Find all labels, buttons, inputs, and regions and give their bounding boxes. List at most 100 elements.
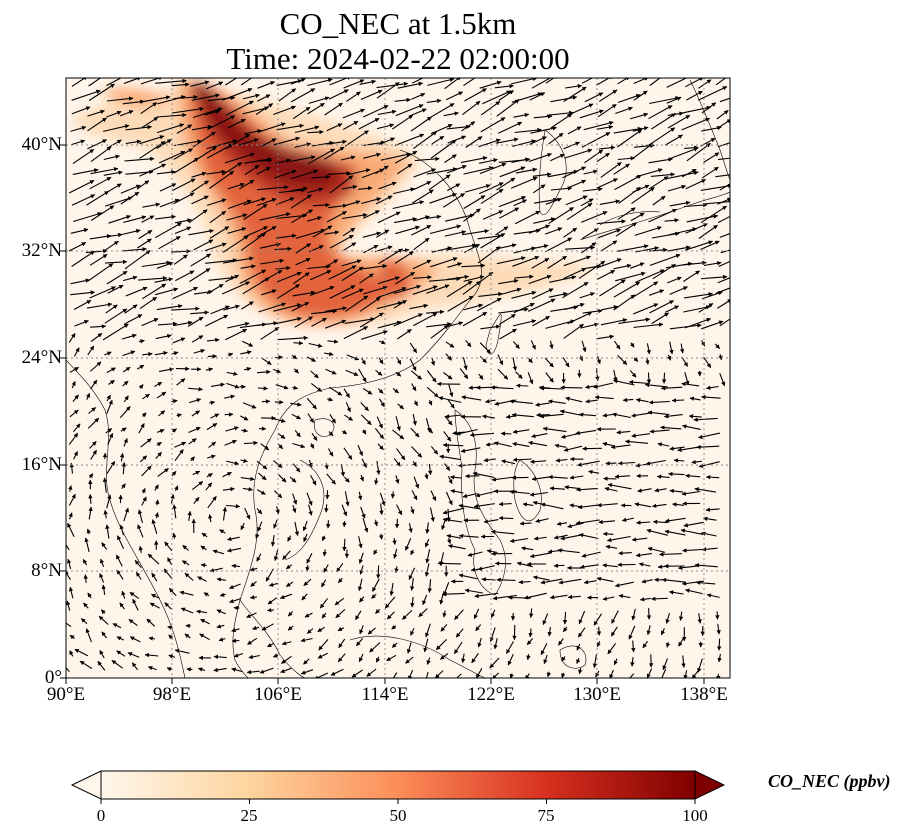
wind-arrow [463,303,484,311]
wind-arrow [226,321,250,329]
wind-arrow [259,242,282,249]
wind-arrow [482,90,512,105]
wind-arrow [634,226,662,236]
wind-arrow [560,385,583,390]
wind-arrow [104,196,133,207]
wind-arrow [629,370,637,378]
wind-arrow [430,324,449,339]
wind-arrow [410,370,422,380]
wind-arrow [446,280,473,298]
colorbar-tick: 25 [240,806,258,825]
y-tick-label: 32°N [21,240,62,261]
wind-arrow [478,138,501,148]
wind-arrow [329,285,356,299]
wind-arrow [138,339,145,344]
wind-arrow [679,343,685,354]
wind-arrow [549,275,577,283]
wind-arrow [158,150,186,164]
wind-arrow [631,143,654,160]
wind-arrow [74,320,89,327]
wind-arrow [596,334,615,340]
wind-arrow [602,531,614,537]
wind-arrow [413,400,418,407]
wind-arrow [463,208,481,222]
wind-arrow [257,386,269,391]
wind-arrow [464,184,491,193]
wind-arrow [720,249,730,254]
wind-arrow [259,258,285,265]
wind-arrow [600,240,618,252]
wind-arrow [581,228,599,240]
wind-arrow [718,260,730,268]
wind-arrow [70,125,87,132]
wind-arrow [358,186,373,191]
wind-arrow [172,286,199,300]
wind-arrow [410,116,432,132]
wind-arrow [459,368,469,379]
wind-arrow [359,273,374,284]
wind-arrow [582,186,603,192]
wind-arrow [716,119,730,130]
wind-arrow [189,268,211,283]
colorbar-tick: 75 [537,806,555,825]
wind-arrow [539,386,564,391]
wind-arrow [85,248,108,254]
wind-arrow [553,563,565,568]
wind-arrow [374,478,379,485]
wind-arrow [497,354,504,366]
wind-arrow [343,200,361,207]
wind-arrow [562,166,586,179]
wind-arrow [120,427,127,432]
wind-arrow [613,263,632,270]
wind-arrow [599,89,618,102]
wind-arrow [646,372,652,384]
wind-arrow [122,275,138,282]
wind-arrow [359,312,384,328]
wind-arrow [175,270,195,282]
wind-arrow [140,102,158,115]
wind-arrow [307,216,322,222]
wind-arrow [342,213,368,220]
wind-arrow [530,244,549,250]
wind-arrow [156,169,176,175]
wind-arrow [498,121,523,134]
colorbar-extend-low [70,770,102,800]
wind-arrow [412,285,438,295]
wind-arrow [140,116,159,129]
wind-arrow [716,109,729,120]
wind-arrow [614,174,642,191]
wind-arrow [191,195,209,205]
wind-arrow [563,86,587,102]
wind-arrow [238,138,259,146]
wind-arrow [665,134,683,146]
wind-arrow [714,343,721,349]
wind-arrow [550,186,573,191]
wind-arrow [72,423,81,433]
wind-arrow [171,306,200,311]
wind-arrow [187,316,204,327]
wind-arrow [138,276,168,281]
wind-arrow [646,608,652,620]
wind-arrow [715,78,727,86]
wind-arrow [326,123,343,132]
wind-arrow [718,354,723,361]
wind-arrow [306,356,316,362]
wind-arrow [479,342,491,354]
wind-arrow [377,388,384,394]
wind-arrow [545,78,559,84]
wind-arrow [311,174,331,180]
wind-arrow [718,157,730,161]
wind-arrow [278,188,306,194]
wind-arrow [121,333,137,340]
wind-arrow [159,198,180,208]
wind-arrow [701,166,719,179]
wind-arrow [633,322,664,328]
wind-arrow [191,93,220,101]
wind-arrow [204,314,229,327]
wind-arrow [480,188,504,205]
wind-arrow [668,227,698,236]
wind-arrow [207,115,236,130]
wind-arrow [411,92,426,100]
wind-arrow [209,400,216,405]
wind-arrow [188,426,201,434]
